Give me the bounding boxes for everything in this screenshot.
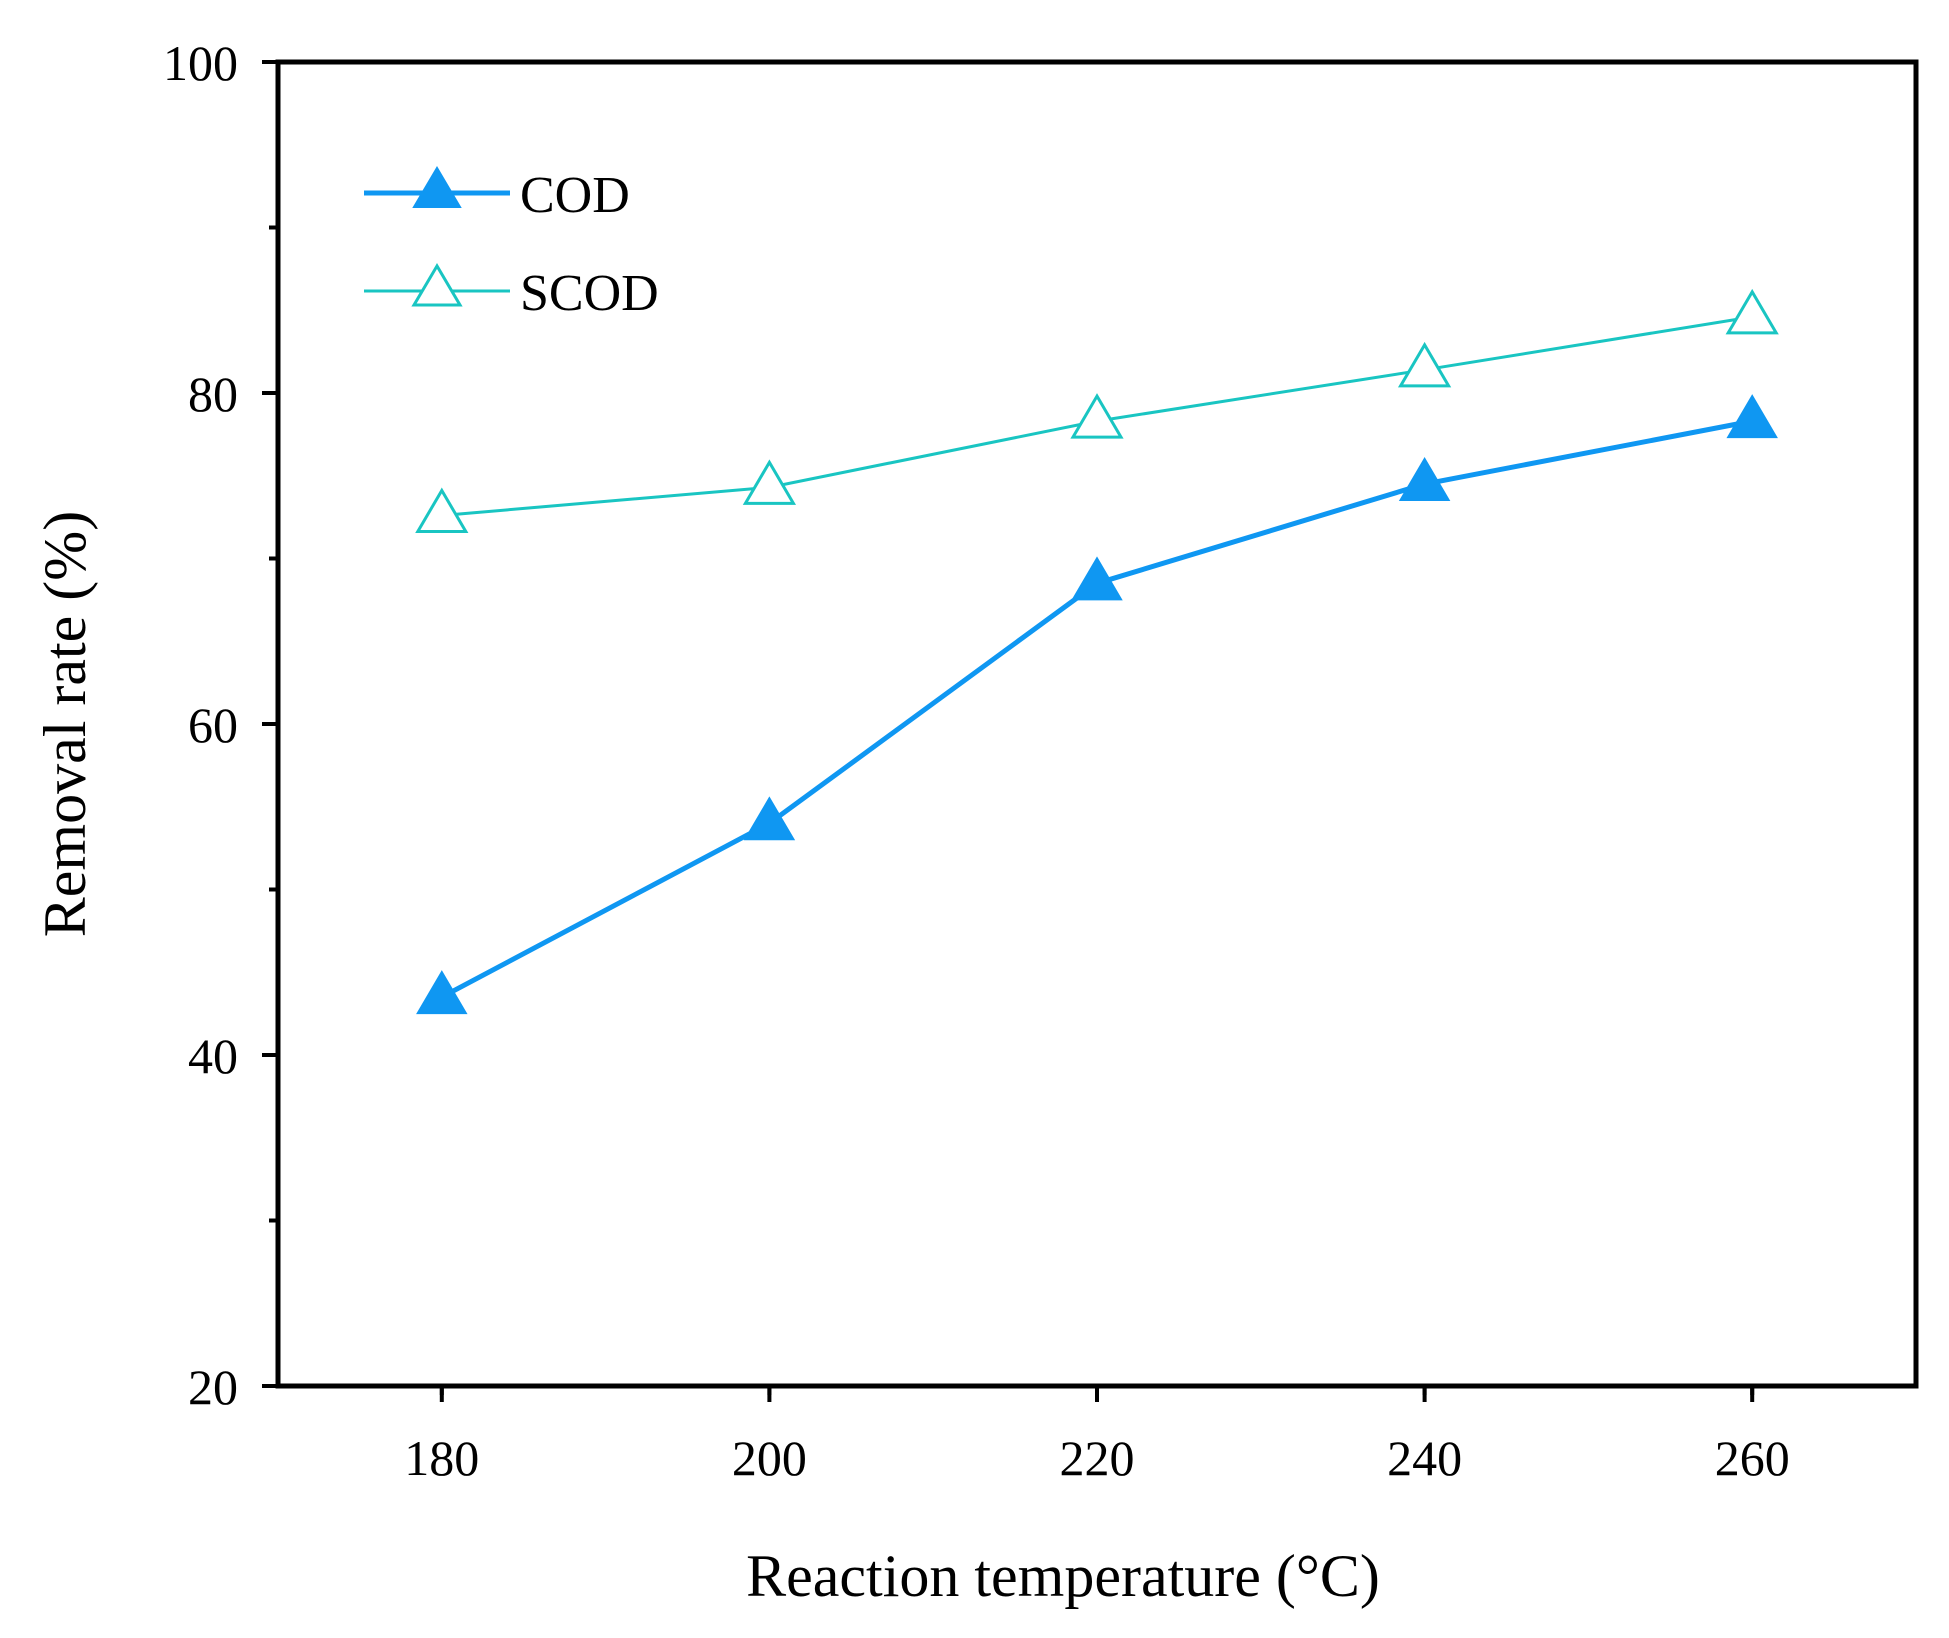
data-point-scod xyxy=(1725,288,1779,335)
legend-marker-cod xyxy=(412,166,462,208)
data-point-scod xyxy=(1070,393,1124,439)
legend-item-cod: COD xyxy=(364,166,630,224)
plot-area xyxy=(275,59,1919,1389)
legend-label-scod: SCOD xyxy=(520,265,659,322)
series-line-cod xyxy=(440,418,1753,1000)
x-axis: 180 200 220 240 260 Reaction temperature (°C… xyxy=(404,1386,1790,1609)
data-point-cod xyxy=(743,796,796,841)
legend: COD SCOD xyxy=(364,166,659,322)
data-point-cod xyxy=(1071,556,1123,601)
y-axis-title: Removal rate (%) xyxy=(32,511,98,937)
y-tick-labels: 20 40 60 80 100 xyxy=(163,35,238,1415)
x-tick-label: 240 xyxy=(1387,1430,1462,1486)
y-tick-label: 60 xyxy=(188,697,238,753)
x-tick-label: 220 xyxy=(1060,1430,1135,1486)
legend-marker-scod xyxy=(411,263,463,307)
plot-frame xyxy=(275,59,1919,1389)
data-point-scod xyxy=(415,487,469,533)
x-tick-label: 200 xyxy=(732,1430,807,1486)
x-ticks xyxy=(439,1386,1755,1402)
x-tick-label: 180 xyxy=(404,1430,479,1486)
x-axis-title: Reaction temperature (°C) xyxy=(746,1543,1380,1609)
y-tick-label: 100 xyxy=(163,35,238,91)
data-point-cod xyxy=(1726,394,1778,439)
x-tick-label: 260 xyxy=(1715,1430,1790,1486)
series-scod xyxy=(415,288,1779,533)
series-layer xyxy=(415,288,1779,1015)
data-point-cod xyxy=(416,970,468,1015)
data-point-cod xyxy=(1398,457,1451,502)
y-ticks xyxy=(262,60,278,1388)
y-tick-label: 40 xyxy=(188,1028,238,1084)
series-cod xyxy=(416,394,1778,1015)
y-tick-label: 80 xyxy=(188,366,238,422)
data-point-scod xyxy=(1397,341,1452,388)
x-tick-labels: 180 200 220 240 260 xyxy=(404,1430,1789,1486)
y-axis: 20 40 60 80 100 Removal rate (%) xyxy=(32,35,278,1415)
legend-item-scod: SCOD xyxy=(364,263,659,322)
y-tick-label: 20 xyxy=(188,1359,238,1415)
data-point-scod xyxy=(742,459,797,505)
legend-label-cod: COD xyxy=(520,167,630,224)
